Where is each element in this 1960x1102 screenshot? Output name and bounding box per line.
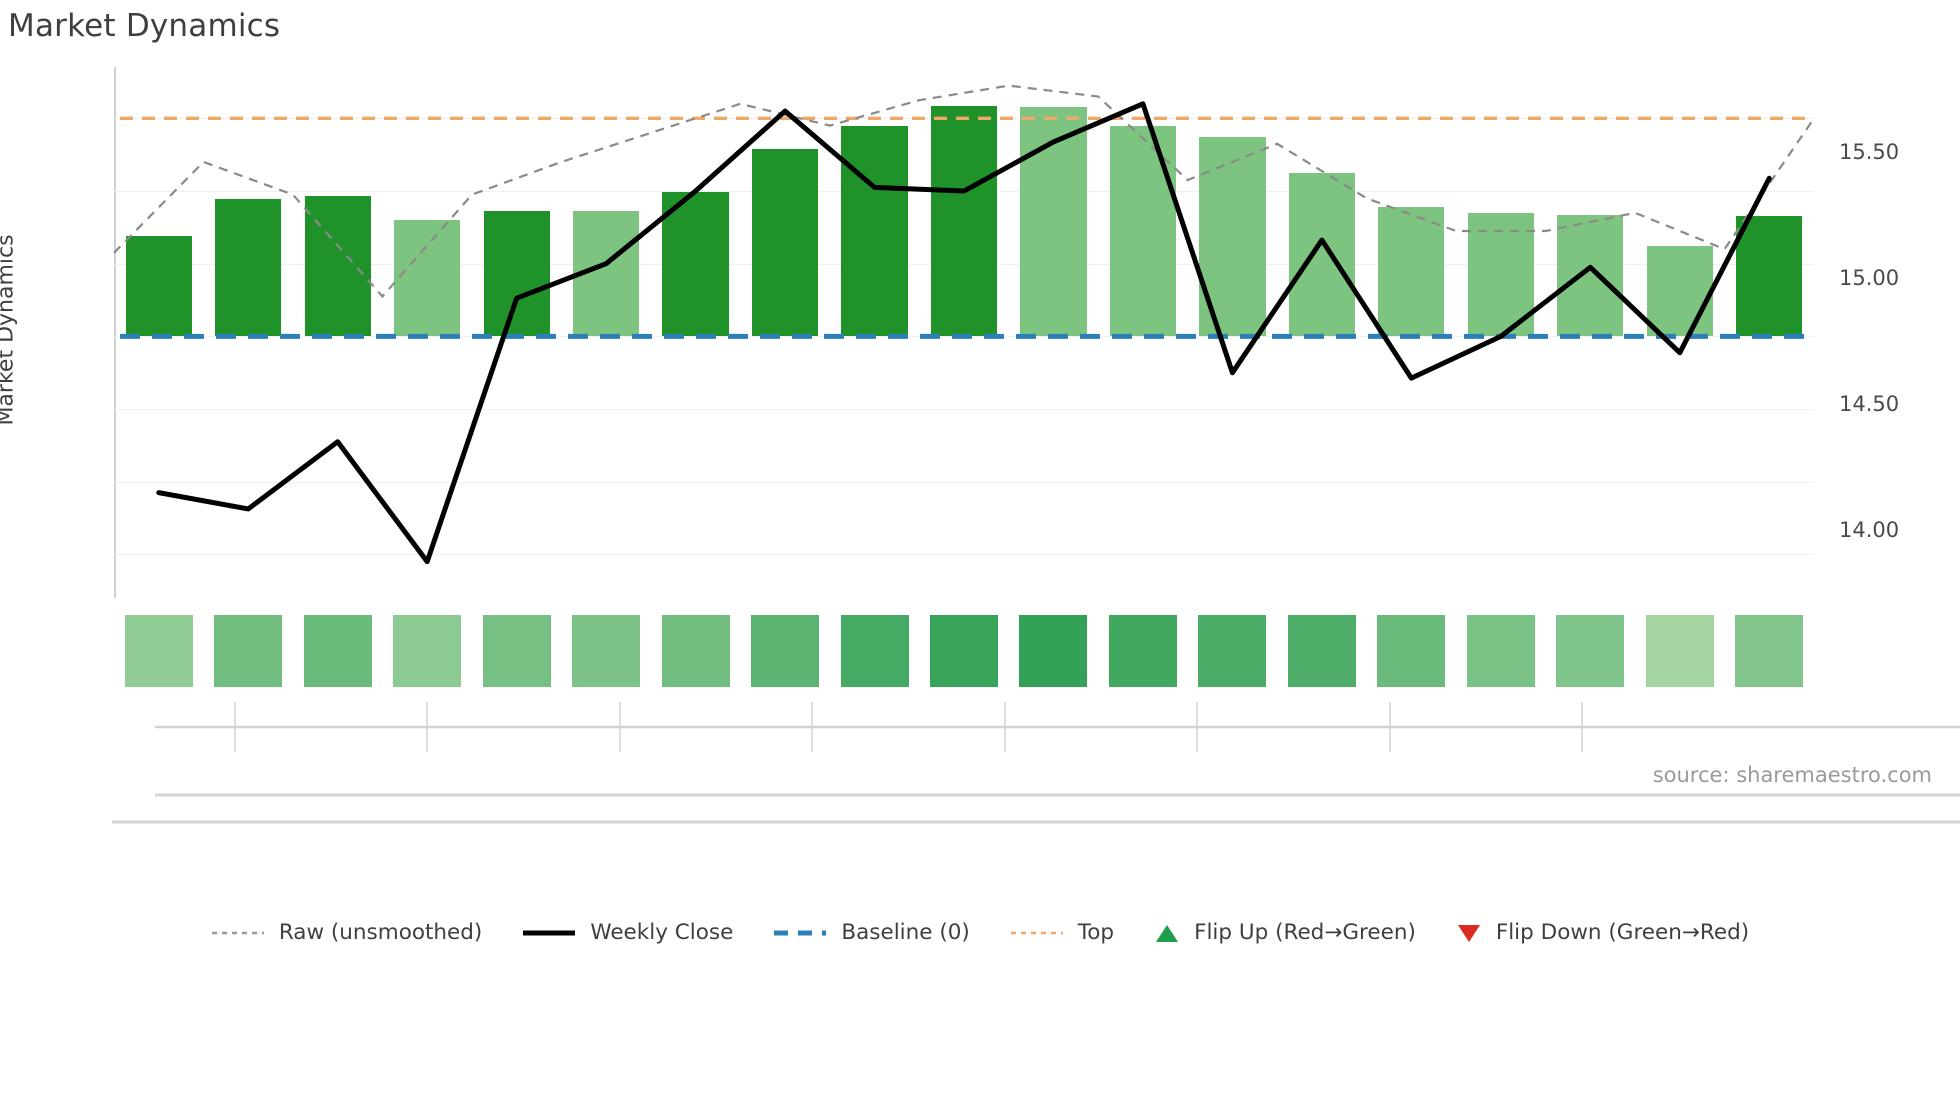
right-axis-tick-label: 14.50 (1839, 392, 1900, 417)
bar (1109, 125, 1177, 337)
regime-heatmap-strip (114, 615, 1814, 687)
legend-item[interactable]: Baseline (0) (773, 920, 970, 945)
heatmap-cell (1735, 615, 1804, 687)
right-axis-tick-label: 15.00 (1839, 266, 1900, 291)
bar (930, 105, 998, 337)
heatmap-cell (661, 615, 730, 687)
bar (1467, 212, 1534, 337)
bar (394, 220, 461, 337)
bar (483, 211, 550, 337)
right-axis-tick-label: 14.00 (1839, 518, 1900, 543)
right-axis-tick-label: 15.50 (1839, 140, 1900, 165)
heatmap-cell (1198, 615, 1267, 687)
legend-item[interactable]: Raw (unsmoothed) (211, 920, 482, 945)
line-overlay (113, 84, 1815, 565)
heatmap-cell (214, 615, 283, 687)
legend-item[interactable]: Flip Up (Red→Green) (1154, 920, 1416, 945)
bar (1378, 207, 1445, 337)
flip-up-triangle-icon (1154, 922, 1180, 944)
bar (751, 149, 819, 337)
flip-down-triangle-icon (1456, 922, 1482, 944)
weekly-close-line (156, 101, 1772, 565)
heatmap-cell (393, 615, 462, 687)
bar (1646, 245, 1713, 337)
left-axis-spine (114, 67, 116, 598)
legend-item-label: Weekly Close (590, 920, 734, 945)
dotted-line-swatch-icon (1010, 924, 1064, 942)
heatmap-cell (1645, 615, 1714, 687)
legend-item-label: Top (1077, 920, 1115, 945)
bar (841, 125, 908, 337)
dashed-line-swatch-icon (773, 924, 827, 942)
bar (662, 191, 729, 337)
heatmap-cell (840, 615, 909, 687)
heatmap-cell (1556, 615, 1625, 687)
plot-area: 0.60.40.20−0.2−0.4−0.6 15.5015.0014.5014… (0, 67, 1899, 598)
heatmap-cell (751, 615, 820, 687)
heatmap-cell (930, 615, 998, 687)
bar (125, 236, 192, 337)
gridline (114, 554, 1814, 556)
legend-item-label: Flip Down (Green→Red) (1495, 920, 1750, 945)
legend-item[interactable]: Top (1010, 920, 1114, 945)
left-axis-label: Market Dynamics (0, 234, 19, 426)
bar (1736, 216, 1803, 337)
heatmap-cell (303, 615, 372, 687)
heatmap-cell (1108, 615, 1177, 687)
raw-unsmoothed-line (113, 84, 1815, 299)
heatmap-cell (1019, 615, 1088, 687)
bar (1557, 214, 1624, 337)
legend-item[interactable]: Weekly Close (522, 920, 733, 945)
legend-item[interactable]: Flip Down (Green→Red) (1456, 920, 1749, 945)
gridline (114, 481, 1814, 483)
heatmap-cell (1287, 615, 1356, 687)
legend-item-label: Raw (unsmoothed) (278, 920, 483, 945)
source-note: source: sharemaestro.com (1652, 763, 1932, 787)
legend-item-label: Flip Up (Red→Green) (1194, 920, 1416, 945)
legend-item-label: Baseline (0) (841, 920, 970, 945)
heatmap-cell (124, 615, 193, 687)
page-title: Market Dynamics (8, 8, 281, 44)
bar (215, 199, 282, 337)
chart-legend: Raw (unsmoothed) Weekly Close Baseline (… (0, 920, 1960, 945)
bar (1288, 172, 1355, 337)
gridline (114, 409, 1814, 411)
lower-axis-tick-marks (234, 702, 1583, 752)
heatmap-cell (482, 615, 551, 687)
heatmap-cell (572, 615, 641, 687)
dotted-line-swatch-icon (211, 924, 265, 942)
heatmap-cell (1377, 615, 1446, 687)
heatmap-cell (1466, 615, 1535, 687)
bar (1020, 106, 1087, 337)
solid-line-swatch-icon (522, 924, 576, 942)
